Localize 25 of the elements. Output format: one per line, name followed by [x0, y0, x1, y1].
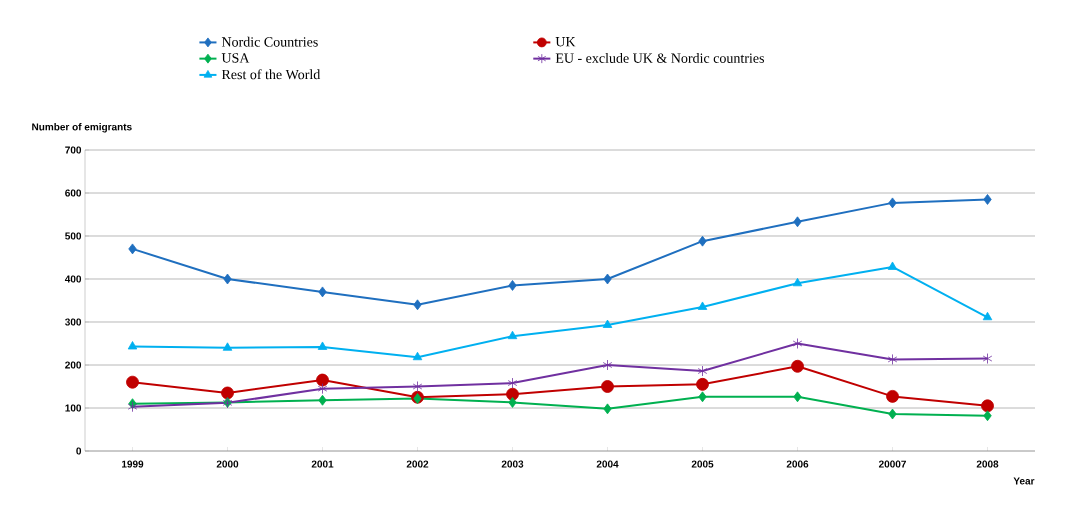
y-tick-label: 200 [65, 361, 82, 369]
legend-label: Rest of the World [221, 69, 321, 80]
x-tick-label: 2000 [216, 460, 239, 468]
x-tick-label: 2004 [596, 460, 619, 468]
x-tick-label: 2008 [976, 460, 999, 468]
y-axis-title: Number of emigrants [32, 123, 132, 133]
y-tick-label: 500 [65, 232, 82, 240]
x-tick-label: 2005 [691, 460, 714, 468]
y-tick-label: 400 [64, 275, 82, 283]
x-tick-label: 2003 [501, 460, 524, 468]
y-tick-label: 0 [76, 447, 82, 455]
y-tick-label: 700 [65, 146, 82, 154]
legend-label: Nordic Countries [221, 36, 318, 47]
legend-label: USA [221, 53, 250, 63]
x-tick-label: 20007 [878, 460, 906, 468]
x-tick-label: 2006 [786, 460, 809, 468]
y-tick-label: 600 [65, 189, 82, 197]
x-axis-title: Year [1013, 477, 1035, 485]
x-tick-label: 2001 [311, 460, 334, 468]
x-tick-label: 1999 [122, 460, 144, 468]
x-tick-label: 2002 [406, 460, 429, 468]
legend-label: UK [555, 37, 576, 47]
y-tick-label: 300 [65, 318, 82, 326]
y-tick-label: 100 [65, 404, 82, 412]
legend-label: EU - exclude UK & Nordic countries [555, 53, 764, 63]
